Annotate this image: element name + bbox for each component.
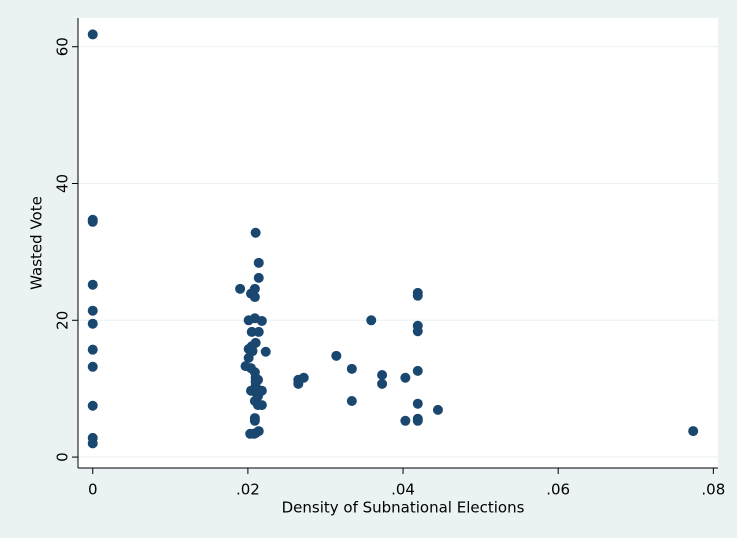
y-axis-label: Wasted Vote (28, 196, 46, 290)
x-tick-label: .06 (546, 481, 570, 499)
point (366, 315, 377, 326)
point (87, 216, 98, 227)
point (400, 372, 411, 383)
point (400, 415, 411, 426)
plot-area (78, 18, 718, 468)
point (235, 283, 246, 294)
point (250, 227, 261, 238)
point (688, 426, 699, 437)
point (260, 346, 271, 357)
point (87, 318, 98, 329)
point (252, 374, 263, 385)
point (87, 400, 98, 411)
x-axis-label: Density of Subnational Elections (282, 499, 525, 517)
point (412, 398, 423, 409)
point (253, 257, 264, 268)
point (412, 290, 423, 301)
y-tick-label: 60 (54, 37, 72, 56)
point (87, 279, 98, 290)
point (256, 400, 267, 411)
point (412, 365, 423, 376)
y-tick-label: 40 (54, 174, 72, 193)
point (298, 372, 309, 383)
point (377, 378, 388, 389)
point (243, 315, 254, 326)
x-tick-label: 0 (88, 481, 98, 499)
point (246, 326, 257, 337)
y-tick-label: 0 (54, 452, 72, 462)
point (253, 272, 264, 283)
point (87, 344, 98, 355)
point (243, 352, 254, 363)
point (253, 326, 264, 337)
point (249, 428, 260, 439)
point (87, 29, 98, 40)
point (87, 305, 98, 316)
x-tick-label: .04 (391, 481, 415, 499)
point (87, 438, 98, 449)
point (250, 337, 261, 348)
y-tick-label: 20 (54, 311, 72, 330)
point (346, 395, 357, 406)
x-tick-label: .08 (701, 481, 725, 499)
point (412, 326, 423, 337)
x-tick-label: .02 (236, 481, 260, 499)
point (377, 369, 388, 380)
point (87, 361, 98, 372)
point (412, 415, 423, 426)
point (432, 404, 443, 415)
point (249, 415, 260, 426)
point (331, 350, 342, 361)
point (346, 363, 357, 374)
point (245, 288, 256, 299)
point (256, 315, 267, 326)
